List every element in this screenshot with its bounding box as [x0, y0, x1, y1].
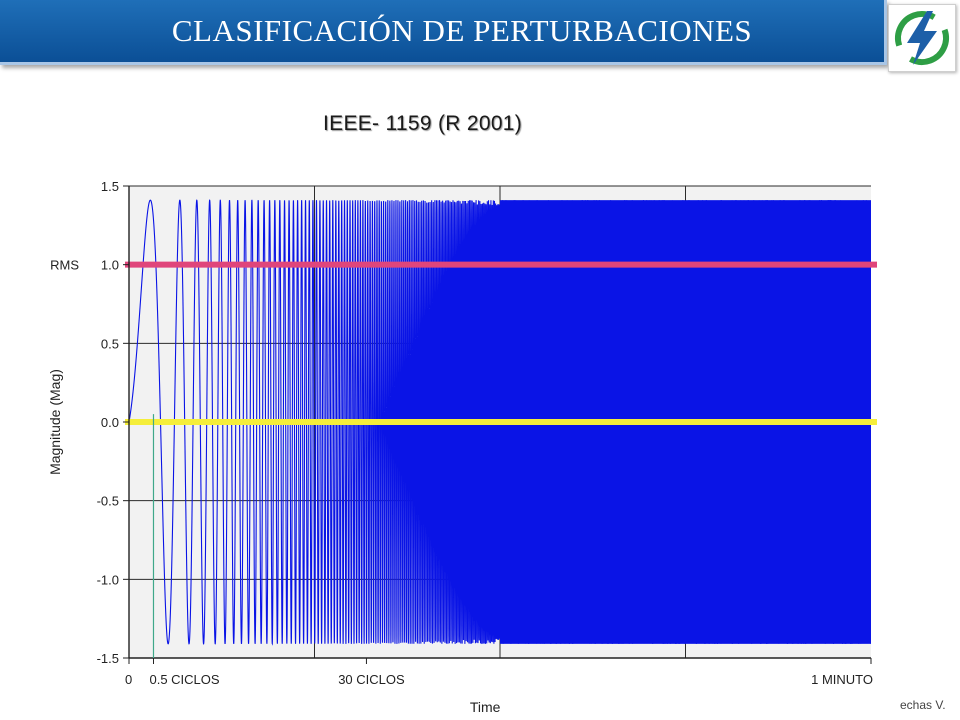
lightning-bolt-icon [895, 11, 949, 65]
x-axis-label: Time [470, 699, 501, 715]
x-tick-label: 1 MINUTO [811, 672, 873, 687]
x-tick-label: 0.5 CICLOS [149, 672, 219, 687]
y-axis-label: Magnitude (Mag) [47, 369, 63, 475]
page-title: CLASIFICACIÓN DE PERTURBACIONES [171, 13, 753, 48]
logo [888, 4, 956, 72]
footer-note: echas V. [900, 698, 946, 712]
x-tick-label: 30 CICLOS [338, 672, 405, 687]
y-tick-label: -1.5 [97, 651, 119, 666]
x-tick-label: 0 [125, 672, 132, 687]
chart-title: IEEE- 1159 (R 2001) [323, 112, 523, 135]
rms-tick-label: RMS [50, 258, 79, 273]
disturbance-chart: 1.5 1.0 RMS 0.5 0.0 -0.5 -1.0 -1.5 0 0.5 CICLOS 30… [47, 179, 877, 715]
y-tick-label: -1.0 [97, 572, 119, 587]
y-tick-label: -0.5 [97, 494, 119, 509]
y-tick-label: 0.0 [101, 415, 119, 430]
header-banner: CLASIFICACIÓN DE PERTURBACIONES [0, 0, 887, 65]
y-tick-label: 0.5 [101, 336, 119, 351]
y-tick-label: 1.5 [101, 179, 119, 194]
y-tick-label: 1.0 [101, 258, 119, 273]
